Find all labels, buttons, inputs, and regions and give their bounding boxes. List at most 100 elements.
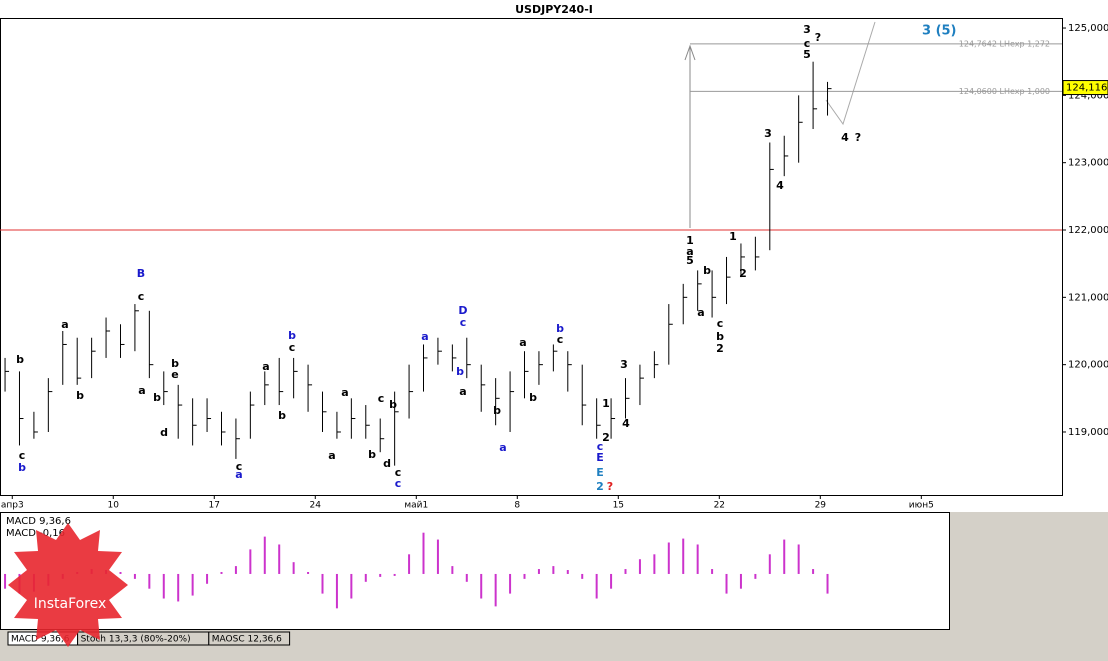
wave-label: a <box>138 384 145 397</box>
wave-label: D <box>458 304 467 317</box>
wave-label: E <box>596 466 604 479</box>
wave-label: c <box>378 392 385 405</box>
wave-label: 2 <box>716 342 724 355</box>
wave-label: 4 <box>776 179 784 192</box>
wave-label: 4 <box>622 417 630 430</box>
indicator-frame <box>0 512 950 630</box>
x-tick-label: 17 <box>209 501 220 511</box>
y-tick-label: 122,000 <box>1068 225 1108 236</box>
wave-label: b <box>493 404 501 417</box>
wave-label: b <box>389 398 397 411</box>
y-tick-label: 125,000 <box>1068 23 1108 34</box>
wave-label: ? <box>607 480 613 493</box>
wave-label: ? <box>815 31 821 44</box>
logo: InstaForex <box>8 523 128 647</box>
wave-label: 3 <box>764 127 772 140</box>
x-tick-label: май1 <box>404 501 428 511</box>
x-tick-label: 29 <box>815 501 827 511</box>
wave-label: a <box>61 318 68 331</box>
wave-label: b <box>716 330 724 343</box>
wave-label: a <box>421 330 428 343</box>
wave-label: c <box>597 440 604 453</box>
wave-label: a <box>686 245 693 258</box>
wave-label: 1 <box>602 397 610 410</box>
wave-label: b <box>16 353 24 366</box>
wave-label: a <box>499 441 506 454</box>
x-tick-label: июн5 <box>909 501 934 511</box>
logo-text: InstaForex <box>34 596 107 612</box>
wave-label: 3 <box>620 358 628 371</box>
wave-label: d <box>160 426 168 439</box>
tab-label: Stoch 13,3,3 (80%-20%) <box>81 635 191 645</box>
wave-label: c <box>395 477 402 490</box>
wave-label: B <box>137 267 145 280</box>
wave-label: b <box>368 448 376 461</box>
wave-label: 5 <box>803 48 811 61</box>
wave-label: b <box>456 365 464 378</box>
target-label: 3 (5) <box>922 24 957 39</box>
wave-label: c <box>460 316 467 329</box>
main-frame <box>0 18 1063 496</box>
tab-label: MAOSC 12,36,6 <box>212 635 282 645</box>
x-tick-label: 8 <box>514 501 520 511</box>
wave-label: a <box>697 306 704 319</box>
fib-arrow-head <box>684 44 696 61</box>
wave-label: a <box>328 449 335 462</box>
y-tick-label: 119,000 <box>1068 427 1108 438</box>
wave-label: 2 <box>602 431 610 444</box>
y-tick-label: 121,000 <box>1068 292 1108 303</box>
wave-label: b <box>153 391 161 404</box>
wave-label: b <box>703 264 711 277</box>
wave-label: a <box>341 386 348 399</box>
wave-label: c <box>138 290 145 303</box>
x-tick-label: 24 <box>310 501 322 511</box>
wave-label: 3 <box>803 23 811 36</box>
wave-label: 1 <box>729 230 737 243</box>
wave-label: a <box>459 385 466 398</box>
wave-label: b <box>18 461 26 474</box>
wave-label: 2 <box>739 267 747 280</box>
wave-label: c <box>236 460 243 473</box>
wave-label: c <box>557 333 564 346</box>
indicator-filler <box>950 512 1108 630</box>
x-tick-label: 15 <box>613 501 624 511</box>
wave-label: 1 <box>686 234 694 247</box>
chart-title: USDJPY240-I <box>515 3 593 16</box>
wave-label: c <box>804 37 811 50</box>
tab-label: MACD 9,36,6 <box>11 635 70 645</box>
last-price-label: 124,116 <box>1066 83 1107 94</box>
y-tick-label: 124,000 <box>1068 90 1108 101</box>
wave-label: E <box>596 451 604 464</box>
wave-label: 4 <box>841 131 849 144</box>
wave-label: ? <box>855 131 861 144</box>
wave-label: c <box>19 449 26 462</box>
y-tick-label: 120,000 <box>1068 360 1108 371</box>
wave-label: b <box>76 389 84 402</box>
wave-label: b <box>171 357 179 370</box>
wave-label: c <box>717 317 724 330</box>
x-tick-label: 10 <box>108 501 120 511</box>
wave-label: 2 <box>596 480 604 493</box>
wave-label: d <box>383 457 391 470</box>
indicator-value: MACD -0,16 <box>6 528 65 539</box>
wave-label: a <box>235 468 242 481</box>
y-tick-label: 123,000 <box>1068 158 1108 169</box>
logo-burst <box>8 523 128 647</box>
wave-label: a <box>519 336 526 349</box>
last-price-box <box>1062 80 1108 96</box>
fib-label: 124,7642 LHexp 1,272 <box>959 39 1050 48</box>
wave-label: c <box>395 466 402 479</box>
wave-label: b <box>278 409 286 422</box>
wave-label: b <box>529 391 537 404</box>
wave-label: c <box>289 341 296 354</box>
wave-label: b <box>288 329 296 342</box>
projection <box>825 21 876 126</box>
indicator-name: MACD 9,36,6 <box>6 516 71 527</box>
x-tick-label: апр3 <box>1 501 24 511</box>
wave-label: e <box>171 368 178 381</box>
tab[interactable] <box>208 631 291 646</box>
wave-label: a <box>262 360 269 373</box>
fib-label: 124,0600 LHexp 1,000 <box>959 87 1050 96</box>
